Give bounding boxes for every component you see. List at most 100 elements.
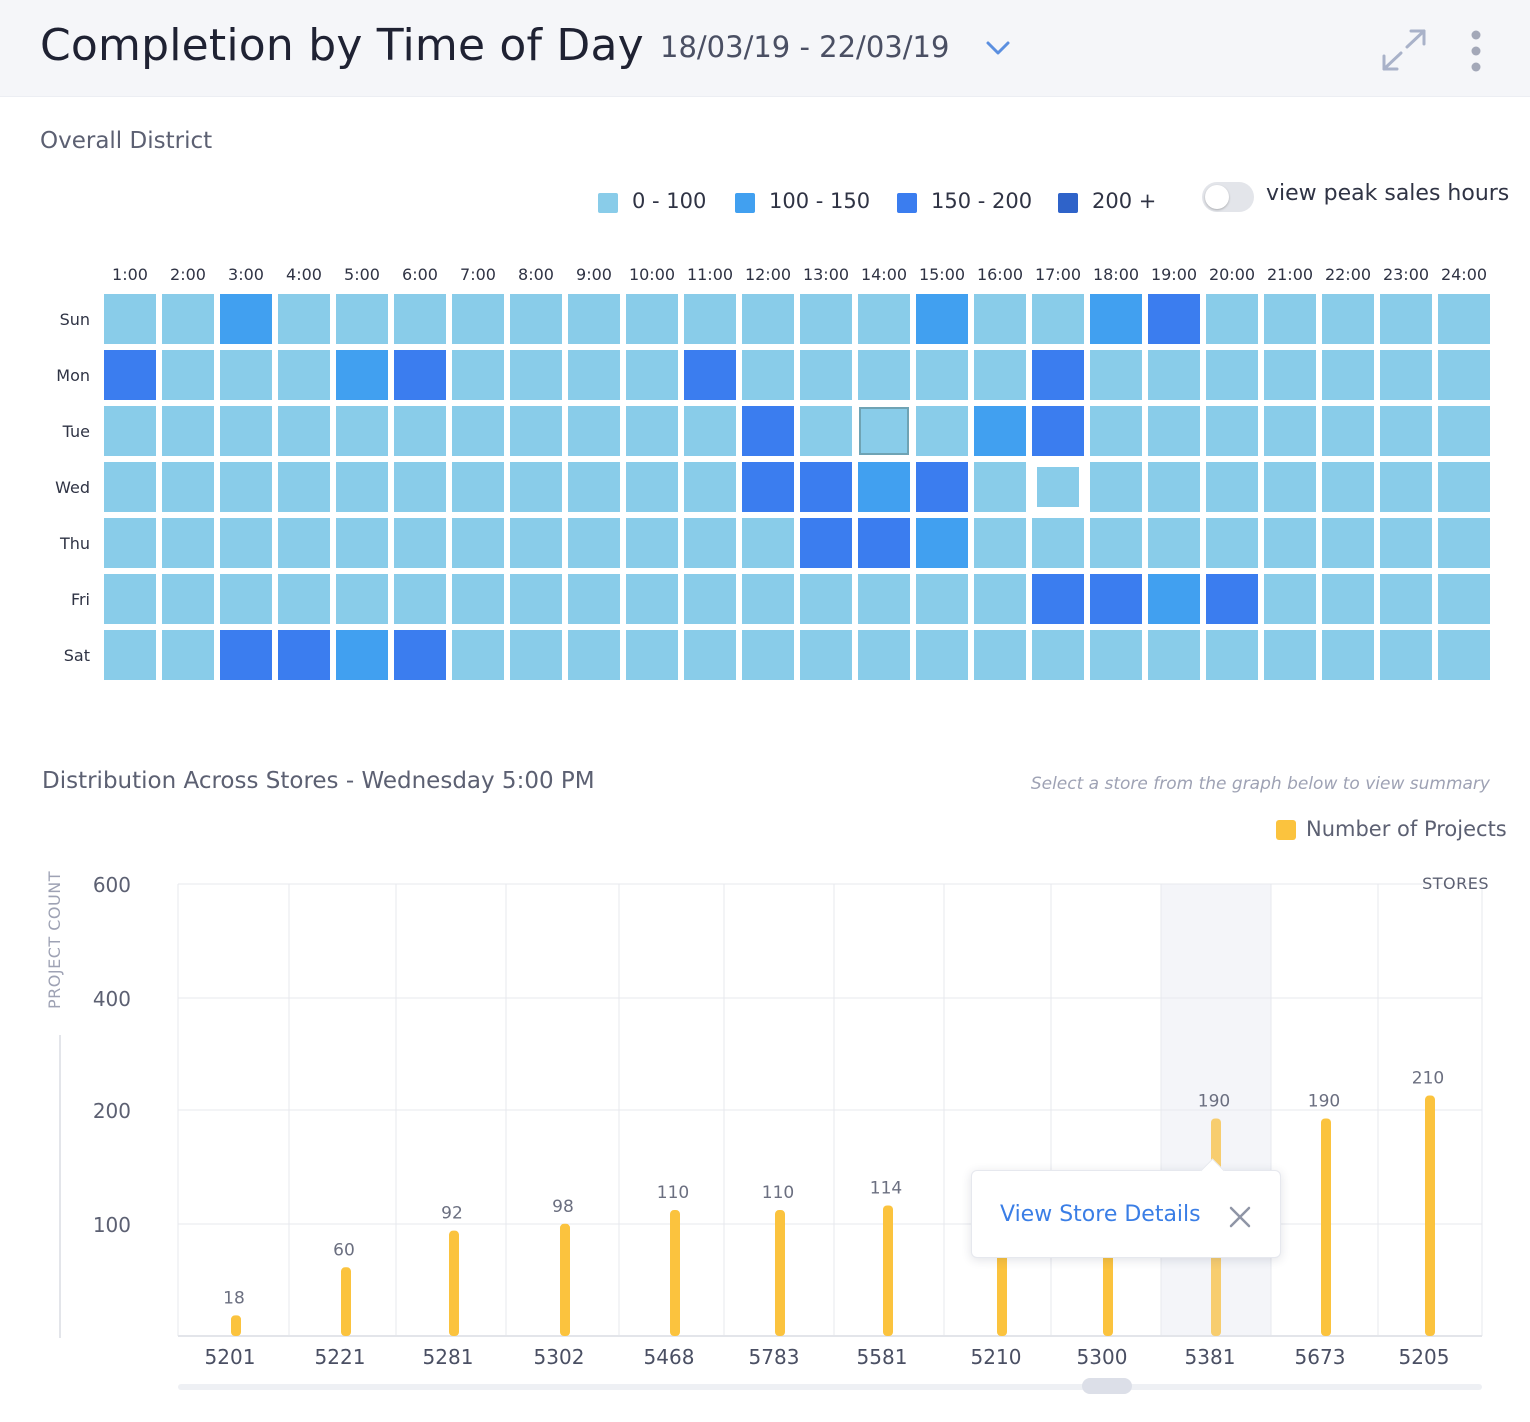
hour-label: 16:00 [977, 265, 1023, 284]
heatmap-cell [1264, 462, 1316, 512]
chevron-down-icon[interactable] [984, 36, 1012, 60]
scrollbar-thumb[interactable] [1082, 1378, 1132, 1394]
heatmap-cell [1264, 518, 1316, 568]
day-label: Sat [64, 646, 90, 665]
heatmap-cell [974, 574, 1026, 624]
date-range[interactable]: 18/03/19 - 22/03/19 [660, 30, 950, 64]
heatmap-cell [858, 294, 910, 344]
heatmap-cell [974, 350, 1026, 400]
hour-label: 3:00 [228, 265, 264, 284]
heatmap-cell [278, 294, 330, 344]
heatmap-cell [452, 518, 504, 568]
heatmap-cell [800, 350, 852, 400]
hour-label: 23:00 [1383, 265, 1429, 284]
toggle-switch[interactable] [1202, 182, 1254, 212]
heatmap-cell [568, 518, 620, 568]
heatmap-cell [742, 518, 794, 568]
bar-value-label: 18 [223, 1288, 245, 1308]
heatmap-cell [626, 294, 678, 344]
heatmap-cell [626, 574, 678, 624]
bar-5468 [670, 1210, 680, 1336]
heatmap-cell [916, 574, 968, 624]
legend-swatch [1058, 193, 1078, 213]
bar-5581 [883, 1205, 893, 1336]
hour-label: 6:00 [402, 265, 438, 284]
heatmap-cell [1090, 462, 1142, 512]
heatmap-cell [1032, 574, 1084, 624]
bar-5302 [560, 1223, 570, 1336]
heatmap-cell [1090, 294, 1142, 344]
heatmap-cell [452, 462, 504, 512]
horizontal-scrollbar[interactable] [178, 1384, 1482, 1390]
heatmap-cell [394, 294, 446, 344]
heatmap-cell [568, 350, 620, 400]
peak-sales-toggle[interactable]: view peak sales hours [1202, 180, 1509, 216]
heatmap-cell [1322, 294, 1374, 344]
heatmap-cell [684, 630, 736, 680]
heatmap-cell [336, 462, 388, 512]
view-store-details-link[interactable]: View Store Details [1000, 1202, 1201, 1227]
legend-label: 150 - 200 [931, 189, 1033, 213]
heatmap-cell [1148, 518, 1200, 568]
heatmap-cell [568, 574, 620, 624]
hour-label: 4:00 [286, 265, 322, 284]
heatmap-cell [394, 574, 446, 624]
day-label: Thu [59, 534, 90, 553]
day-label: Tue [62, 422, 90, 441]
hour-label: 13:00 [803, 265, 849, 284]
heatmap-cell [1380, 518, 1432, 568]
heatmap-cell [568, 630, 620, 680]
heatmap-cell [916, 518, 968, 568]
heatmap-cell [1148, 350, 1200, 400]
bar-5673 [1321, 1118, 1331, 1336]
heatmap-cell [858, 350, 910, 400]
heatmap-cell [220, 406, 272, 456]
heatmap-cell [394, 462, 446, 512]
store-label: 5221 [315, 1345, 366, 1369]
y-tick-label: 600 [93, 873, 131, 897]
heatmap-cell [1438, 462, 1490, 512]
heatmap-cell [1380, 406, 1432, 456]
hour-label: 7:00 [460, 265, 496, 284]
legend-label: Number of Projects [1306, 817, 1507, 841]
hour-label: 2:00 [170, 265, 206, 284]
heatmap-cell [742, 630, 794, 680]
kebab-menu-icon[interactable] [1462, 28, 1490, 74]
heatmap-cell [510, 350, 562, 400]
heatmap-cell [684, 406, 736, 456]
heatmap-cell [916, 462, 968, 512]
heatmap-cell [626, 462, 678, 512]
legend-label: 0 - 100 [632, 189, 707, 213]
heatmap-cell [1032, 518, 1084, 568]
heatmap-cell [336, 518, 388, 568]
heatmap-section-title: Overall District [40, 128, 213, 154]
selection-hint: Select a store from the graph below to v… [1030, 774, 1490, 794]
close-icon[interactable] [1228, 1205, 1252, 1229]
hour-label: 5:00 [344, 265, 380, 284]
heatmap-chart: 1:00 2:00 3:00 4:00 5:00 6:00 7:00 8:00 9:00 10:0… [55, 265, 1490, 680]
y-tick-label: 200 [93, 1099, 131, 1123]
heatmap-cell [1322, 406, 1374, 456]
expand-arrows-icon[interactable] [1380, 26, 1428, 74]
bar-value-label: 92 [441, 1204, 463, 1224]
heatmap-cell [916, 294, 968, 344]
heatmap-cell [162, 518, 214, 568]
heatmap-cell [162, 406, 214, 456]
hour-label: 10:00 [629, 265, 675, 284]
heatmap-cell [394, 406, 446, 456]
heatmap-cell [1206, 462, 1258, 512]
heatmap-cell [278, 518, 330, 568]
heatmap-cell [1148, 294, 1200, 344]
heatmap-cell [800, 630, 852, 680]
heatmap-cell [278, 462, 330, 512]
heatmap-cell [220, 462, 272, 512]
legend-swatch [598, 193, 618, 213]
store-details-popup: View Store Details [971, 1158, 1281, 1258]
heatmap-cell [452, 294, 504, 344]
heatmap-cell [974, 406, 1026, 456]
y-axis-title: PROJECT COUNT [45, 871, 64, 1009]
heatmap-cell [1438, 350, 1490, 400]
heatmap-cell [104, 518, 156, 568]
heatmap-cell [104, 462, 156, 512]
bar-5221 [341, 1267, 351, 1336]
